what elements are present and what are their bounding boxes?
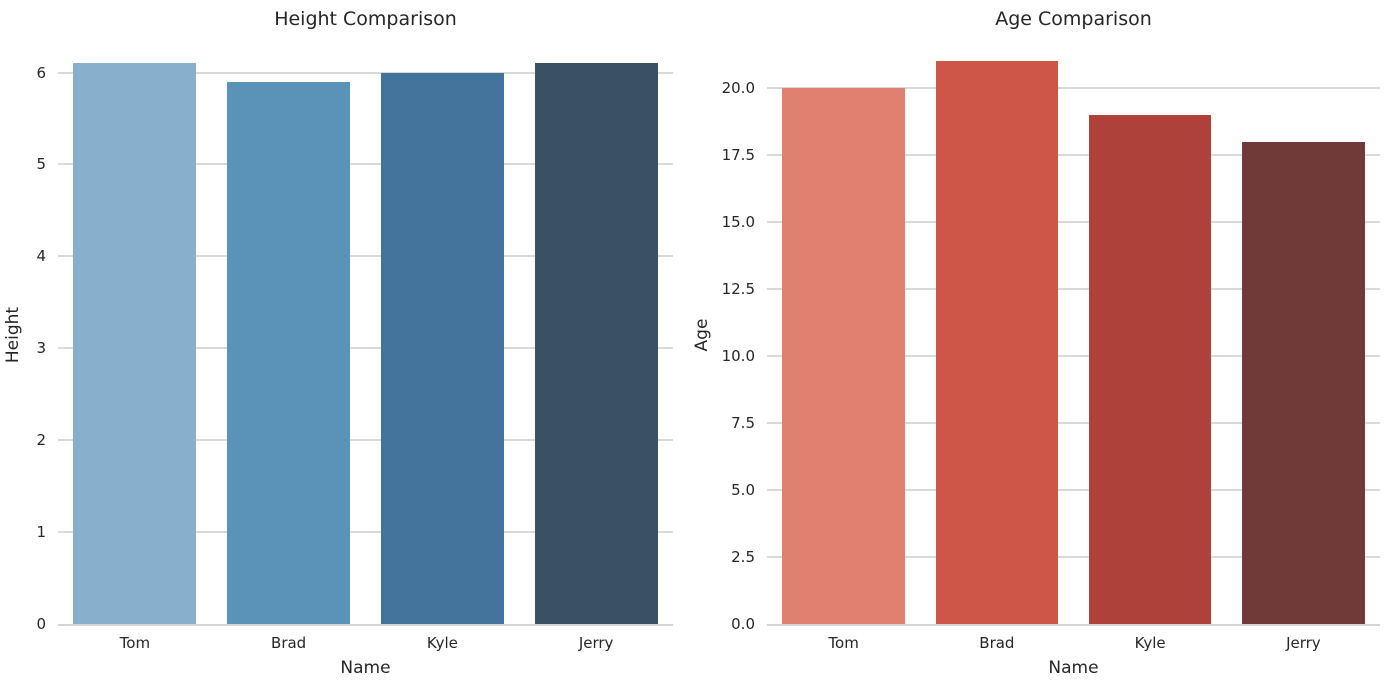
gridline	[58, 347, 673, 350]
bar-brad	[935, 61, 1059, 624]
x-tick-labels-layer: Tom Brad Kyle Jerry	[58, 634, 673, 652]
y-tick-label: 15.0	[721, 212, 755, 231]
x-tick-label: Brad	[271, 634, 307, 652]
x-axis-label: Name	[340, 658, 391, 678]
y-tick-label: 12.5	[721, 279, 755, 298]
chart-title: Age Comparison	[995, 8, 1152, 30]
gridline	[767, 488, 1380, 491]
gridline	[58, 255, 673, 258]
gridline	[767, 555, 1380, 558]
gridline	[767, 86, 1380, 89]
y-tick-label: 5.0	[731, 480, 755, 499]
gridline	[767, 354, 1380, 357]
x-tick-label: Brad	[979, 634, 1015, 652]
y-tick-label: 1	[36, 523, 46, 542]
x-tick-label: Kyle	[1134, 634, 1166, 652]
gridline	[767, 421, 1380, 424]
gridline	[58, 531, 673, 534]
bar-brad	[227, 81, 351, 624]
y-tick-label: 2	[36, 431, 46, 450]
y-tick-label: 10.0	[721, 346, 755, 365]
x-tick-label: Tom	[828, 634, 859, 652]
gridline	[767, 287, 1380, 290]
bar-jerry	[1242, 141, 1365, 624]
x-tick-label: Tom	[119, 634, 151, 652]
gridline	[767, 153, 1380, 156]
x-tick-labels-layer: Tom Brad Kyle Jerry	[767, 634, 1380, 652]
y-tick-label: 6	[36, 63, 46, 82]
y-tick-label: 7.5	[731, 413, 755, 432]
y-tick-label: 20.0	[721, 78, 755, 97]
chart-age-comparison: Age Comparison Age 0.0 2.5 5.0 7.5 10.0 12.5 1…	[692, 0, 1389, 690]
x-tick-label: Jerry	[578, 634, 614, 652]
y-tick-label: 3	[36, 339, 46, 358]
bar-tom	[782, 87, 905, 624]
gridline	[58, 71, 673, 74]
chart-title: Height Comparison	[274, 8, 457, 30]
gridline	[58, 163, 673, 166]
plot-area: 0.0 2.5 5.0 7.5 10.0 12.5 15.0 17.5 20.0	[722, 45, 1380, 633]
y-tick-label: 17.5	[721, 145, 755, 164]
y-tick-label: 4	[36, 247, 46, 266]
bar-kyle	[1088, 114, 1212, 624]
plot-area: 0 1 2 3 4 5 6	[36, 45, 673, 633]
gridline	[58, 439, 673, 442]
x-axis-label: Name	[1048, 658, 1099, 678]
gridline	[767, 220, 1380, 223]
y-tick-label: 0	[36, 615, 46, 633]
bar-kyle	[380, 72, 504, 624]
x-tick-label: Kyle	[426, 634, 458, 652]
y-tick-label: 2.5	[731, 547, 755, 566]
y-tick-label: 0.0	[731, 615, 755, 633]
bar-jerry	[534, 63, 658, 624]
y-tick-label: 5	[36, 155, 46, 174]
bar-tom	[73, 63, 197, 624]
x-tick-label: Jerry	[1286, 634, 1321, 652]
